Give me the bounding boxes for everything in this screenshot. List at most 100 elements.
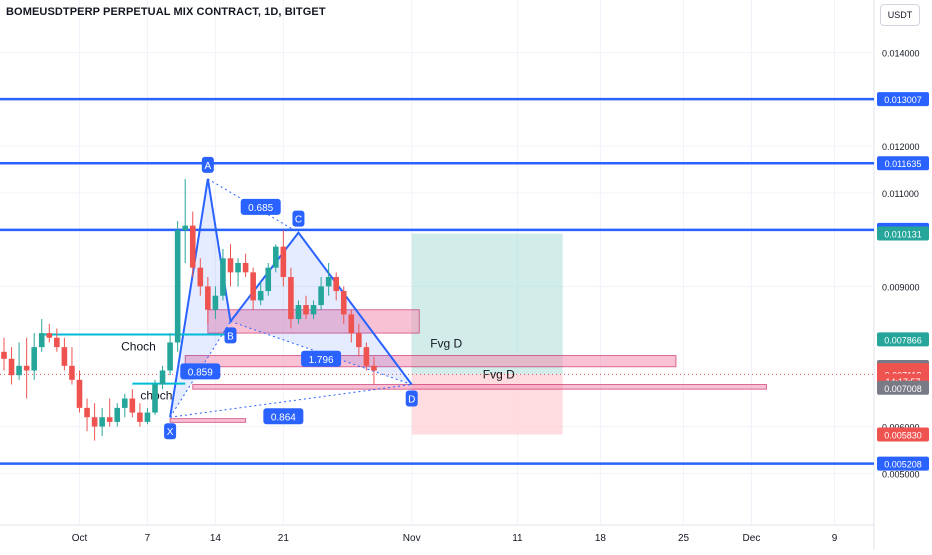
point-text: A <box>205 161 212 172</box>
candle <box>84 398 90 432</box>
time-tick-label: 14 <box>210 533 222 544</box>
point-text: D <box>408 395 415 406</box>
price-tick-label: 0.012000 <box>882 142 920 152</box>
candle <box>310 300 317 320</box>
candle <box>1 337 7 371</box>
candle-body <box>257 291 264 301</box>
candle-body <box>325 277 332 287</box>
candle <box>250 267 256 310</box>
candle-body <box>242 263 249 273</box>
candle <box>197 258 204 296</box>
candle <box>61 337 68 371</box>
harmonic-point-label: D <box>405 390 418 407</box>
candle <box>235 258 241 287</box>
candle-body <box>371 365 377 371</box>
candle-body <box>265 267 272 292</box>
candle-body <box>99 417 105 427</box>
candle-body <box>288 277 294 320</box>
profit-zone <box>411 233 563 375</box>
ratio-badge <box>263 408 304 425</box>
candle <box>242 253 249 278</box>
candle <box>333 272 339 301</box>
time-axis: Oct 7 14 21 Nov 11 18 25 Dec 9 <box>72 533 838 544</box>
candle-body <box>38 333 45 348</box>
candle-body <box>295 305 302 320</box>
candle <box>318 277 324 310</box>
price-tag-bg <box>877 92 929 107</box>
candle <box>280 230 287 287</box>
fvg-zone: Fvg D <box>184 337 677 368</box>
candle-body <box>212 295 219 310</box>
candle <box>295 300 302 324</box>
candle <box>167 333 173 376</box>
harmonic-ratio-line <box>170 384 412 418</box>
candle-body <box>318 286 324 306</box>
chart-title: BOMEUSDTPERP PERPETUAL MIX CONTRACT, 1D,… <box>6 6 326 18</box>
candle <box>174 220 181 352</box>
time-tick-label: 21 <box>278 533 290 544</box>
price-tag-text: 0.005208 <box>884 460 922 470</box>
candle-body <box>250 272 256 301</box>
harmonic-ratio-label: 1.796 <box>301 350 342 367</box>
candle <box>16 342 22 380</box>
candle-body <box>91 417 98 427</box>
candle <box>159 365 166 390</box>
candle-body <box>333 277 339 292</box>
candle <box>371 356 377 385</box>
time-tick-label: Oct <box>72 533 88 544</box>
price-tag-bg <box>877 156 929 171</box>
candle-body <box>122 398 128 408</box>
point-text: C <box>295 215 302 226</box>
price-tag: 0.005830 <box>877 427 929 442</box>
candle-body <box>76 379 83 408</box>
point-badge <box>405 390 418 407</box>
point-badge <box>292 210 305 227</box>
candle <box>23 337 30 399</box>
candle <box>212 286 219 320</box>
price-tag: 0.005208 <box>877 456 929 471</box>
candle-body <box>106 417 113 422</box>
candle <box>54 328 60 352</box>
choch-label: Choch <box>121 340 156 354</box>
candle <box>69 347 75 385</box>
price-tick-label: 0.011000 <box>882 189 919 199</box>
price-tag: 0.011635 <box>877 156 929 171</box>
candle-body <box>144 412 151 422</box>
candle-body <box>310 305 317 315</box>
candle <box>76 370 83 413</box>
time-tick-label: Dec <box>743 533 761 544</box>
candle <box>348 309 355 343</box>
price-tag-text: 0.007866 <box>884 335 922 345</box>
time-tick-label: 11 <box>512 533 523 544</box>
candle <box>265 263 272 296</box>
candle <box>122 393 128 418</box>
price-tag-bg <box>877 380 929 395</box>
candle <box>273 244 279 273</box>
currency-selector-button[interactable]: USDT <box>880 4 920 26</box>
price-tag-bg <box>877 226 929 241</box>
candle <box>182 178 188 263</box>
candle <box>363 342 370 371</box>
candle <box>257 281 264 306</box>
price-tag: 0.010131 <box>877 226 929 241</box>
price-tag-bg <box>877 456 929 471</box>
candle-body <box>280 246 287 278</box>
fvg-label: Fvg D <box>430 337 462 351</box>
candle <box>46 323 53 343</box>
price-tag-text: 0.010131 <box>884 230 922 240</box>
candle <box>144 407 151 425</box>
fvg-label: Fvg D <box>483 368 515 382</box>
point-badge <box>224 327 237 344</box>
harmonic-point-label: B <box>224 327 237 344</box>
candle-body <box>235 263 241 273</box>
harmonic-ratio-label: 0.859 <box>180 363 221 380</box>
fvg-zone <box>169 418 247 423</box>
candle-body <box>1 351 7 359</box>
candle <box>205 277 211 324</box>
candle-body <box>189 225 196 268</box>
time-tick-label: 7 <box>145 533 151 544</box>
candle-body <box>46 333 53 338</box>
ratio-badge <box>240 198 281 215</box>
